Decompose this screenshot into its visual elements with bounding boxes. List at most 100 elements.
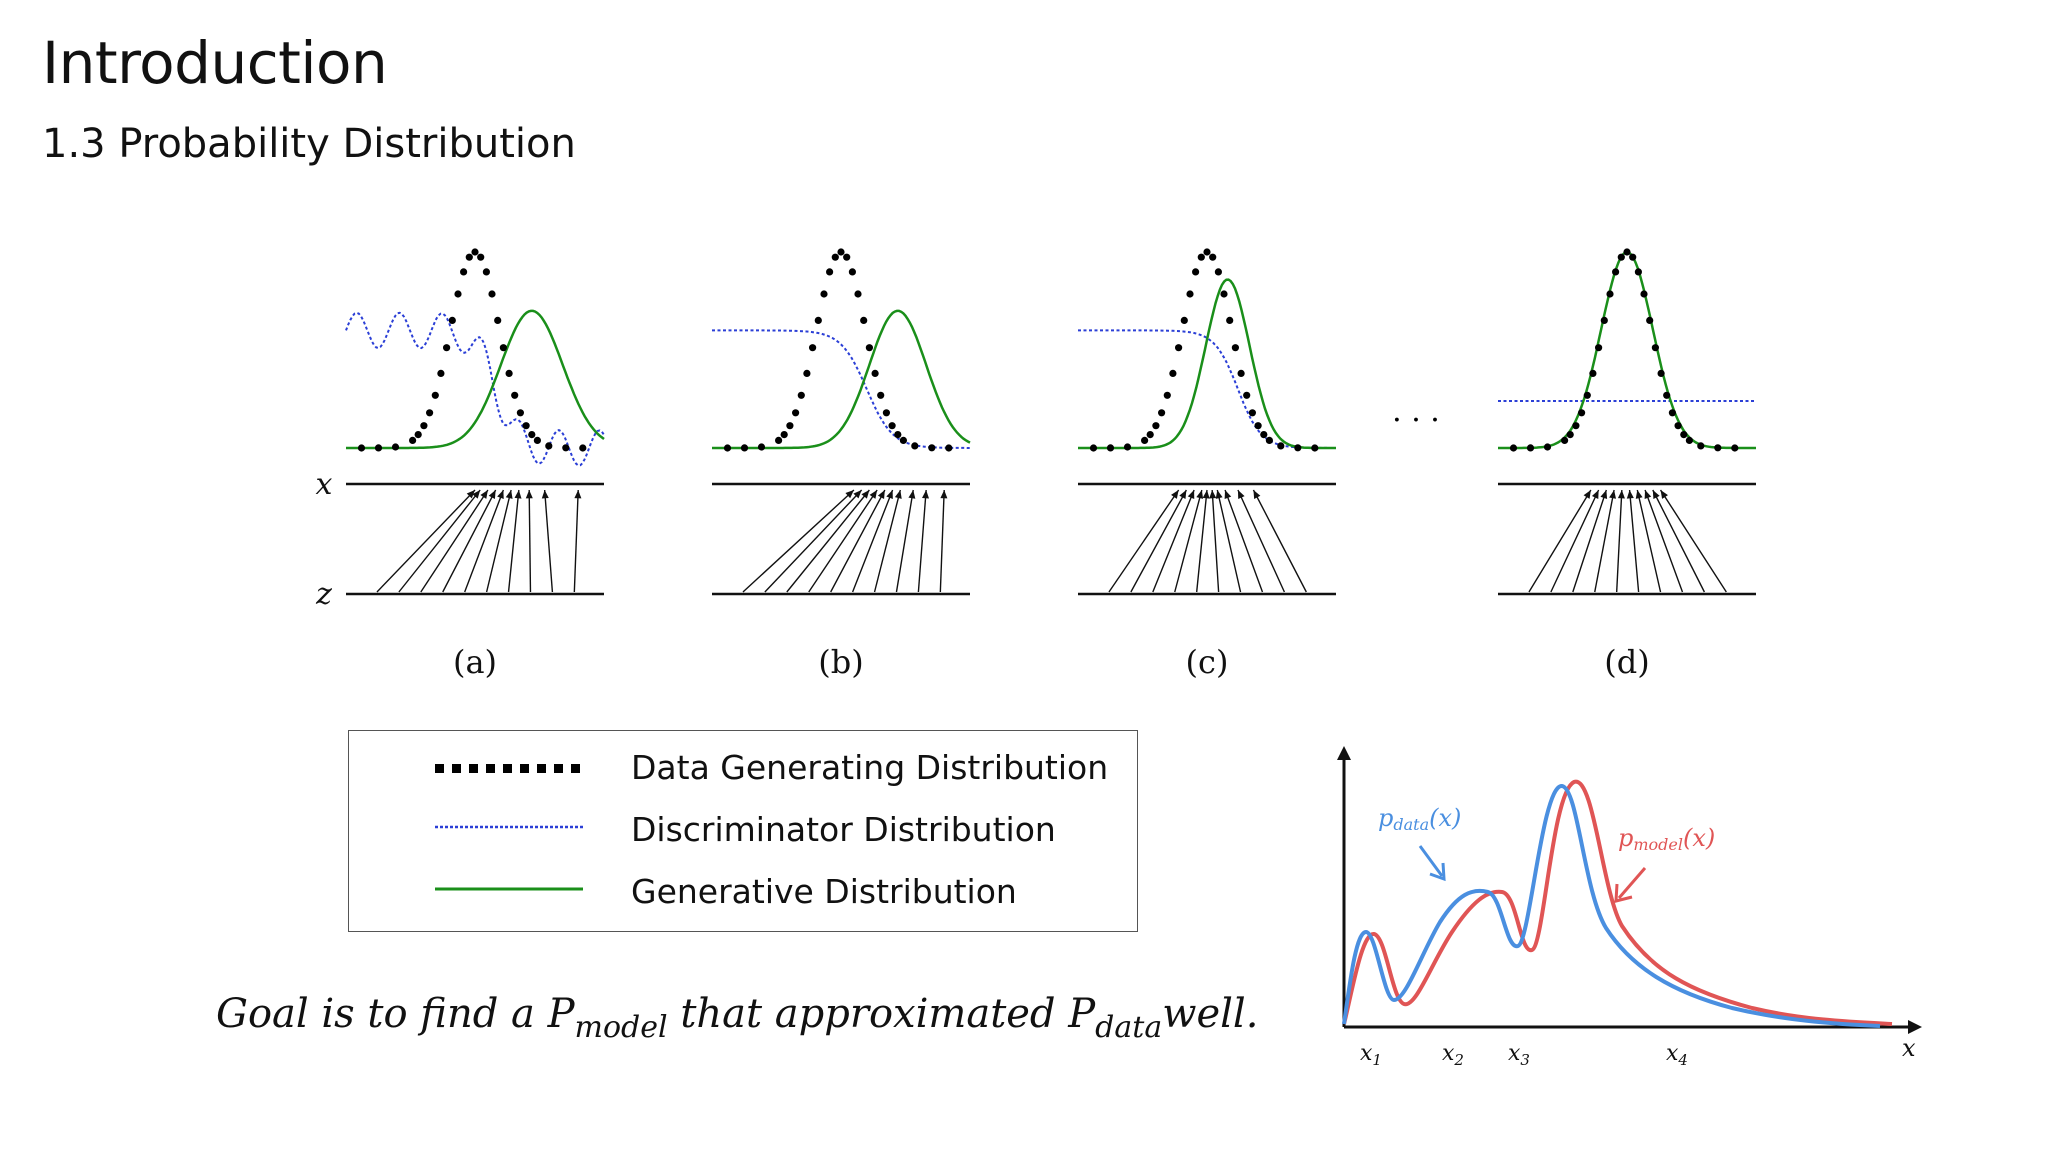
tick-label: x2 — [1442, 1041, 1464, 1069]
data-dot — [1640, 290, 1648, 298]
arrowhead-icon — [1215, 490, 1223, 499]
data-dot — [1600, 316, 1608, 324]
mapping-arrow — [543, 489, 554, 593]
mapping-arrow — [1528, 489, 1592, 593]
panel-label: (c) — [1186, 643, 1229, 681]
arrowhead-icon — [1253, 490, 1261, 499]
legend-dot — [435, 764, 444, 773]
panel-b: (b) — [712, 248, 971, 681]
data-dot — [757, 443, 766, 451]
legend-box: Data Generating Distribution Discriminat… — [348, 730, 1138, 932]
tick-label: x4 — [1666, 1041, 1688, 1069]
data-dot — [522, 422, 530, 430]
arrowhead-icon — [853, 490, 862, 499]
data-dot — [1668, 409, 1676, 417]
legend-dot — [554, 764, 563, 773]
mapping-arrow — [1644, 489, 1684, 593]
data-dot — [460, 268, 468, 276]
legend-label-data: Data Generating Distribution — [631, 748, 1109, 787]
data-dot — [1214, 268, 1222, 276]
arrowhead-icon — [1224, 490, 1232, 499]
legend-dot — [537, 764, 546, 773]
data-dot — [443, 344, 451, 352]
data-dot — [1589, 369, 1597, 377]
mapping-arrow — [442, 489, 497, 593]
arrowhead-icon — [1617, 490, 1625, 499]
data-dot — [814, 316, 822, 324]
goal-prefix: Goal is to find a P — [216, 991, 575, 1037]
data-dot — [854, 290, 862, 298]
mapping-arrow — [808, 489, 878, 593]
legend-solid-line-icon — [435, 887, 583, 891]
data-dot — [1561, 436, 1569, 444]
data-dot — [803, 369, 811, 377]
z-axis-letter: z — [315, 577, 332, 612]
data-dot — [1595, 344, 1603, 352]
arrowhead-icon — [845, 490, 854, 499]
legend-dot — [571, 764, 580, 773]
mapping-arrow — [1659, 489, 1727, 593]
data-dot — [391, 443, 400, 451]
panel-c: (c) — [1078, 248, 1336, 681]
mapping-arrow — [1636, 489, 1662, 593]
data-dot — [888, 422, 896, 430]
mapping-arrow — [507, 489, 520, 593]
data-dot — [1566, 431, 1574, 439]
legend-dot — [503, 764, 512, 773]
data-dot — [945, 444, 953, 452]
data-dot — [1141, 436, 1149, 444]
mapping-arrow — [1594, 489, 1615, 593]
arrowhead-icon — [1196, 490, 1204, 499]
arrowhead-icon — [1644, 490, 1652, 499]
generative-curve — [346, 309, 605, 450]
legend-dot — [486, 764, 495, 773]
data-dot — [511, 391, 519, 399]
mapping-arrow — [742, 489, 855, 593]
data-dot — [1169, 369, 1177, 377]
data-dot — [1646, 316, 1654, 324]
data-dot — [1277, 442, 1285, 450]
data-dot — [533, 436, 541, 444]
arrowhead-icon — [505, 490, 513, 499]
mapping-arrow — [786, 489, 870, 593]
arrowhead-icon — [1591, 490, 1599, 499]
data-dot — [1685, 436, 1693, 444]
data-dot — [426, 409, 434, 417]
mapping-arrow — [895, 489, 914, 593]
data-dot — [1634, 268, 1642, 276]
mapping-arrow — [873, 489, 902, 593]
arrowhead-icon — [877, 490, 885, 499]
slide-title: Introduction — [42, 29, 388, 97]
data-dot — [471, 248, 479, 256]
data-dot — [454, 290, 462, 298]
tick-label: x3 — [1508, 1041, 1530, 1069]
arrowhead-icon — [574, 490, 582, 499]
data-dot — [1186, 290, 1194, 298]
tick-label: x1 — [1360, 1041, 1382, 1069]
arrowhead-icon — [1600, 490, 1608, 499]
data-dot — [477, 253, 485, 261]
data-dot — [1248, 409, 1256, 417]
generative-curve — [1078, 278, 1336, 450]
mapping-arrow — [528, 489, 532, 593]
data-dot — [1674, 422, 1682, 430]
data-dot — [562, 444, 570, 452]
panel-d: (d) — [1498, 248, 1756, 681]
data-dot — [545, 442, 553, 450]
panel-label: (a) — [453, 643, 497, 681]
discriminator-curve — [345, 311, 605, 467]
data-dot — [809, 344, 817, 352]
p-data-arrow — [1418, 845, 1444, 877]
data-dot — [499, 344, 507, 352]
data-dot — [882, 409, 891, 417]
data-dot — [1163, 391, 1171, 399]
data-dot — [1572, 422, 1580, 430]
arrowhead-icon — [514, 490, 522, 499]
legend-label-discriminator: Discriminator Distribution — [631, 810, 1056, 849]
data-dot — [1663, 391, 1671, 399]
data-dot — [1731, 444, 1739, 452]
goal-data-sub: data — [1095, 1010, 1163, 1045]
p-model-label: pmodel(x) — [1618, 824, 1715, 854]
data-dot — [1606, 290, 1614, 298]
arrowhead-icon — [886, 490, 893, 499]
